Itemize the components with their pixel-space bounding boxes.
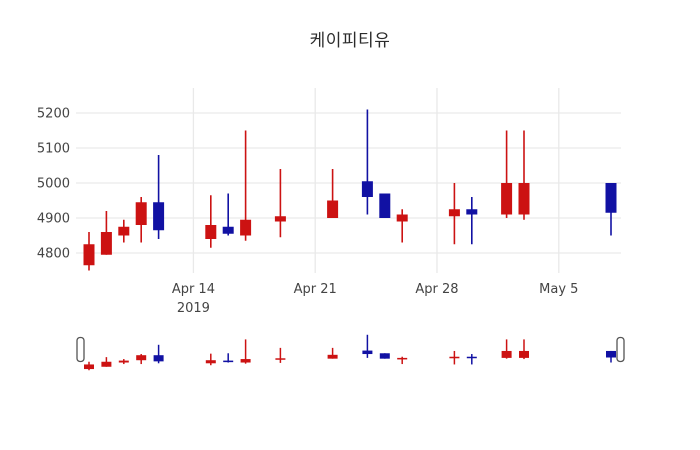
mini-candle-body-down <box>153 355 164 362</box>
candle-body-up <box>396 214 408 222</box>
candle-body-up <box>83 244 95 266</box>
candle-body-up <box>327 200 339 218</box>
x-tick-label: Apr 14 <box>172 282 215 297</box>
mini-candle-body-up <box>397 357 408 360</box>
candle-body-up <box>118 226 130 236</box>
mini-candle-body-down <box>466 356 477 359</box>
mini-candle-body-down <box>606 350 616 358</box>
candle-body-down <box>605 183 617 213</box>
candle-body-up <box>205 225 217 239</box>
candle-body-up <box>274 216 286 222</box>
mini-candle-body-up <box>519 350 529 358</box>
range-slider-left-handle[interactable] <box>76 336 85 363</box>
mini-candle-body-up <box>101 361 112 367</box>
mini-candle-body-up <box>275 358 286 360</box>
mini-candle-body-up <box>327 354 338 359</box>
y-tick-label: 4800 <box>37 247 70 262</box>
candle-body-up <box>135 202 147 225</box>
candle-body-up <box>448 209 460 217</box>
candle-body-down <box>153 202 165 231</box>
mini-candle-body-up <box>84 364 94 370</box>
range-slider-track[interactable] <box>80 332 620 373</box>
x-tick-label: Apr 21 <box>294 282 337 297</box>
main-plot-drag-area[interactable] <box>76 88 621 273</box>
mini-candle-body-up <box>205 360 216 364</box>
candle-body-down <box>222 226 234 234</box>
candle-body-down <box>361 181 373 197</box>
y-tick-label: 5200 <box>37 107 70 122</box>
mini-candle-body-up <box>136 355 147 361</box>
x-tick-label: May 5 <box>539 282 578 297</box>
y-tick-label: 5000 <box>37 177 70 192</box>
candle-body-up <box>501 183 513 215</box>
candle-body-up <box>240 219 252 236</box>
range-slider-right-handle[interactable] <box>616 336 625 363</box>
x-tick-label: Apr 28 <box>415 282 458 297</box>
candle-body-down <box>466 209 478 215</box>
mini-candle-body-up <box>118 360 129 363</box>
candle-body-up <box>518 183 530 215</box>
mini-candle-body-up <box>501 350 512 358</box>
mini-candle-body-down <box>362 350 373 355</box>
mini-candle-body-down <box>379 353 390 359</box>
mini-candle-body-up <box>240 359 251 363</box>
mini-candle-body-up <box>449 356 460 359</box>
y-tick-label: 5100 <box>37 142 70 157</box>
candle-body-up <box>100 232 112 255</box>
x-tick-year-label: 2019 <box>177 301 210 316</box>
chart-title: 케이피티유 <box>309 31 391 51</box>
mini-candle-body-down <box>223 360 234 363</box>
y-tick-label: 4900 <box>37 212 70 227</box>
candle-body-down <box>379 193 391 218</box>
